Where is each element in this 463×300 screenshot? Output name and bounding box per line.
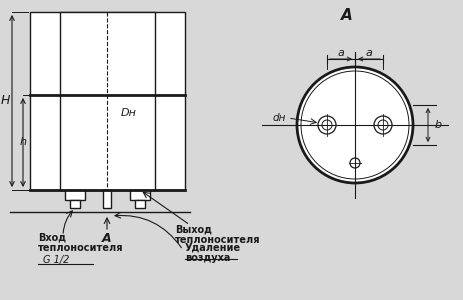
Text: Вход: Вход — [38, 233, 66, 243]
Bar — [65, 190, 85, 200]
Bar — [30, 12, 185, 190]
Circle shape — [297, 67, 413, 183]
Text: A: A — [102, 232, 112, 244]
Text: воздуха: воздуха — [185, 253, 231, 263]
Text: a: a — [338, 48, 344, 58]
Bar — [103, 190, 111, 208]
Text: H: H — [0, 94, 10, 107]
Bar — [130, 190, 150, 200]
Text: теплоносителя: теплоносителя — [38, 243, 124, 253]
Text: Dн: Dн — [121, 108, 137, 118]
Text: Удаление: Удаление — [185, 243, 241, 253]
Bar — [60, 12, 155, 190]
Text: Выход: Выход — [175, 225, 212, 235]
Circle shape — [318, 116, 336, 134]
Text: dн: dн — [273, 113, 286, 123]
Text: b: b — [434, 120, 442, 130]
Text: теплоносителя: теплоносителя — [175, 235, 261, 245]
Circle shape — [374, 116, 392, 134]
Text: h: h — [19, 137, 26, 147]
Bar — [70, 200, 80, 208]
Text: G 1/2: G 1/2 — [43, 255, 69, 265]
Circle shape — [350, 158, 360, 168]
Text: A: A — [341, 8, 353, 22]
Text: a: a — [366, 48, 372, 58]
Bar — [135, 200, 145, 208]
